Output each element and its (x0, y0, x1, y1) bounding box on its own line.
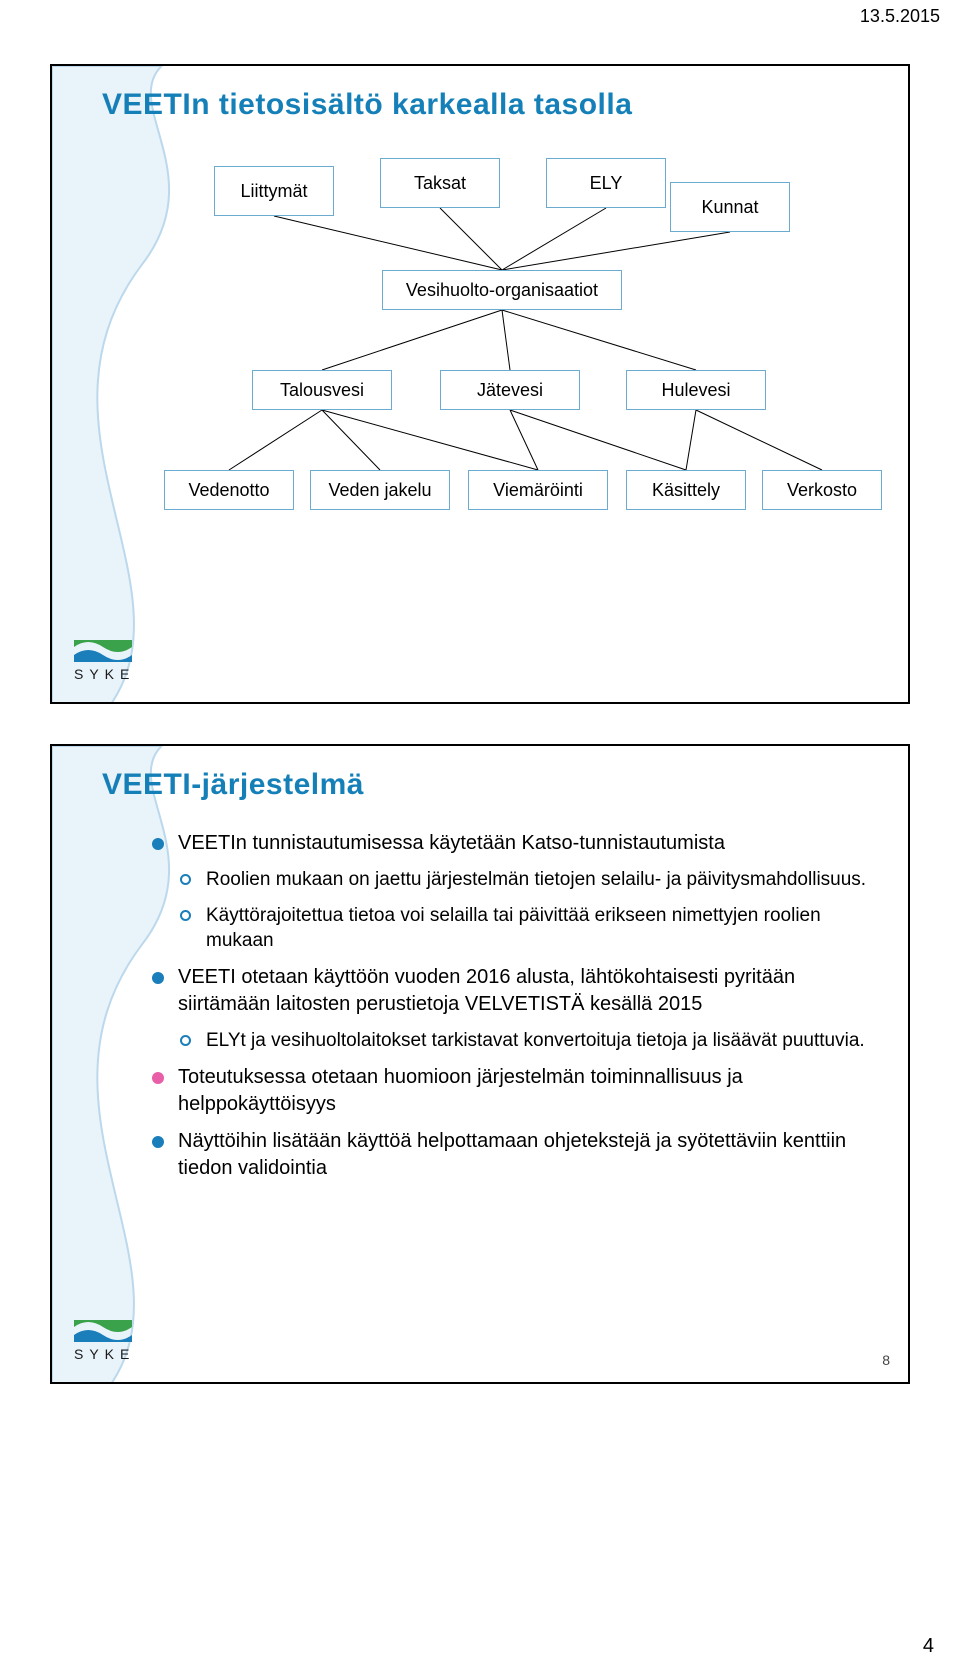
diagram-node-viemar: Viemäröinti (468, 470, 608, 510)
diagram-node-jakelu: Veden jakelu (310, 470, 450, 510)
page: 13.5.2015 VEETIn tietosisältö karkealla … (0, 0, 960, 1672)
diagram-node-vho: Vesihuolto-organisaatiot (382, 270, 622, 310)
bullet-item: VEETI otetaan käyttöön vuoden 2016 alust… (152, 964, 868, 1018)
diagram-node-vedenotto: Vedenotto (164, 470, 294, 510)
bullet-item: VEETIn tunnistautumisessa käytetään Kats… (152, 830, 868, 857)
syke-logo-text: SYKE (74, 666, 135, 682)
slide-2: VEETI-järjestelmä VEETIn tunnistautumise… (50, 744, 910, 1384)
diagram-node-hulevesi: Hulevesi (626, 370, 766, 410)
diagram-node-taksat: Taksat (380, 158, 500, 208)
diagram-node-liittymat: Liittymät (214, 166, 334, 216)
syke-logo: SYKE (74, 1320, 135, 1362)
bullet-item: Roolien mukaan on jaettu järjestelmän ti… (180, 867, 868, 893)
syke-logo-text: SYKE (74, 1346, 135, 1362)
diagram-node-kunnat: Kunnat (670, 182, 790, 232)
bullet-item: Toteutuksessa otetaan huomioon järjestel… (152, 1064, 868, 1118)
slide-number: 8 (882, 1352, 890, 1368)
diagram-node-kasittely: Käsittely (626, 470, 746, 510)
date-header: 13.5.2015 (860, 6, 940, 27)
diagram-node-verkosto: Verkosto (762, 470, 882, 510)
bullet-item: ELYt ja vesihuoltolaitokset tarkistavat … (180, 1028, 868, 1054)
slide-body: VEETIn tunnistautumisessa käytetään Kats… (152, 830, 868, 1322)
page-number: 4 (923, 1635, 934, 1658)
syke-logo: SYKE (74, 640, 135, 682)
diagram-node-ely: ELY (546, 158, 666, 208)
diagram-network: Liittymät Taksat ELYKunnat Vesihuolto-organ… (52, 66, 908, 702)
bullet-item: Käyttörajoitettua tietoa voi selailla ta… (180, 903, 868, 954)
syke-logo-icon (74, 640, 132, 662)
bullet-item: Näyttöihin lisätään käyttöä helpottamaan… (152, 1128, 868, 1182)
slide-1: VEETIn tietosisältö karkealla tasolla Li… (50, 64, 910, 704)
diagram-node-jatevesi: Jätevesi (440, 370, 580, 410)
bullet-list: VEETIn tunnistautumisessa käytetään Kats… (152, 830, 868, 1182)
syke-logo-icon (74, 1320, 132, 1342)
slide-title: VEETI-järjestelmä (102, 768, 364, 802)
diagram-node-talousvesi: Talousvesi (252, 370, 392, 410)
